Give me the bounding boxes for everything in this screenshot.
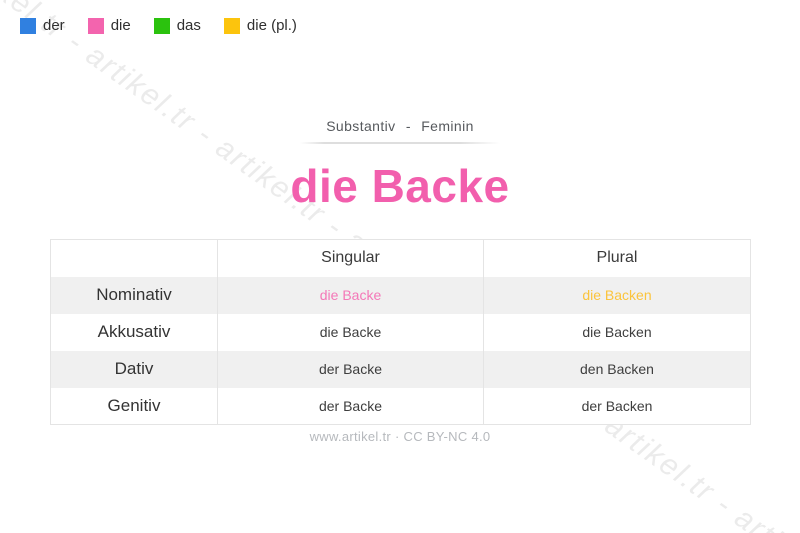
- legend-item-der: der: [20, 17, 65, 34]
- case-label: Nominativ: [50, 276, 218, 314]
- die-color-swatch: [87, 17, 104, 34]
- cell-nominativ-plural: die Backen: [483, 276, 751, 314]
- cell-dativ-singular: der Backe: [217, 350, 484, 388]
- cell-akkusativ-singular: die Backe: [217, 313, 484, 351]
- column-header-plural: Plural: [483, 239, 751, 277]
- declension-table: Singular Plural Nominativ die Backe die …: [50, 239, 751, 425]
- legend-item-die-plural: die (pl.): [223, 17, 297, 34]
- legend-label-die: die: [110, 17, 131, 34]
- cell-genitiv-singular: der Backe: [217, 387, 484, 425]
- table-row-dativ: Dativ der Backe den Backen: [50, 350, 751, 388]
- column-header-singular: Singular: [217, 239, 484, 277]
- cell-dativ-plural: den Backen: [483, 350, 751, 388]
- cell-akkusativ-plural: die Backen: [483, 313, 751, 351]
- das-color-swatch: [153, 17, 170, 34]
- legend-item-das: das: [153, 17, 201, 34]
- article-color-legend: der die das die (pl.): [20, 17, 297, 34]
- legend-label-die-plural: die (pl.): [246, 17, 297, 34]
- legend-item-die: die: [87, 17, 131, 34]
- word-category-subtitle: Substantiv - Feminin: [326, 118, 474, 134]
- case-label: Dativ: [50, 350, 218, 388]
- site-attribution: www.artikel.tr · CC BY-NC 4.0: [309, 429, 491, 444]
- cell-nominativ-singular: die Backe: [217, 276, 484, 314]
- table-row-genitiv: Genitiv der Backe der Backen: [51, 387, 751, 425]
- subtitle-divider: [300, 142, 500, 144]
- cell-genitiv-plural: der Backen: [483, 387, 751, 425]
- case-label: Genitiv: [107, 395, 161, 415]
- legend-label-der: der: [43, 17, 65, 34]
- table-header-row: Singular Plural: [51, 239, 751, 277]
- der-color-swatch: [20, 17, 36, 34]
- case-label: Akkusativ: [97, 322, 171, 341]
- table-row-nominativ: Nominativ die Backe die Backen: [50, 276, 751, 314]
- table-row-akkusativ: Akkusativ die Backe die Backen: [51, 313, 751, 351]
- legend-label-das: das: [176, 17, 201, 34]
- page-title: die Backe: [290, 160, 510, 212]
- corner-cell: [51, 240, 218, 277]
- die-plural-color-swatch: [223, 17, 240, 34]
